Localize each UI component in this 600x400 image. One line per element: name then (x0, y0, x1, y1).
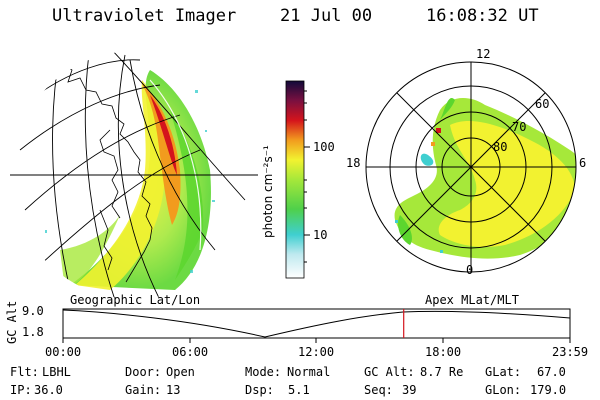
lat-label-80: 80 (493, 140, 508, 154)
gcalt-value: 8.7 Re (420, 365, 464, 379)
xtick-0000: 00:00 (45, 345, 82, 359)
gain-value: 13 (166, 383, 181, 397)
colorbar-label: photon cm⁻²s⁻¹ (261, 145, 275, 238)
xtick-1800: 18:00 (425, 345, 462, 359)
lat-label-60: 60 (535, 97, 550, 111)
geographic-panel (19, 51, 246, 299)
altitude-curve (62, 309, 571, 338)
colorbar-tick-10: 10 (313, 228, 328, 242)
instrument-title: Ultraviolet Imager (52, 6, 237, 26)
glat-label: GLat: (485, 365, 522, 379)
glon-value: 179.0 (530, 383, 567, 397)
xtick-1200: 12:00 (298, 345, 335, 359)
coastline (59, 61, 153, 283)
seq-value: 39 (402, 383, 417, 397)
lat-label-70: 70 (512, 120, 527, 134)
door-value: Open (166, 365, 195, 379)
mode-label: Mode: (245, 365, 282, 379)
altitude-ytick-min: 1.8 (22, 325, 44, 339)
colorbar (285, 80, 305, 279)
dsp-label: Dsp: (245, 383, 274, 397)
seq-label: Seq: (364, 383, 393, 397)
mlt-label-6: 6 (579, 156, 587, 170)
flt-value: LBHL (42, 365, 71, 379)
ip-value: 36.0 (34, 383, 63, 397)
flt-label: Flt: (10, 365, 39, 379)
time-label: 16:08:32 UT (426, 6, 539, 26)
mode-value: Normal (287, 365, 331, 379)
apex-caption: Apex MLat/MLT (425, 293, 519, 307)
date-label: 21 Jul 00 (280, 6, 373, 26)
altitude-ytick-max: 9.0 (22, 304, 44, 318)
gain-label: Gain: (125, 383, 162, 397)
glat-value: 67.0 (537, 365, 566, 379)
xtick-0600: 06:00 (172, 345, 209, 359)
xtick-2359: 23:59 (552, 345, 589, 359)
mlt-label-12: 12 (476, 47, 491, 61)
altitude-plot (62, 308, 571, 343)
geographic-caption: Geographic Lat/Lon (70, 293, 201, 307)
colorbar-tick-100: 100 (313, 140, 335, 154)
altitude-ylabel: GC Alt (5, 300, 19, 344)
gcalt-label: GC Alt: (364, 365, 415, 379)
mlt-label-18: 18 (346, 156, 361, 170)
ip-label: IP: (10, 383, 32, 397)
door-label: Door: (125, 365, 162, 379)
glon-label: GLon: (485, 383, 522, 397)
polar-panel (365, 61, 577, 273)
dsp-value: 5.1 (288, 383, 310, 397)
mlt-label-0: 0 (466, 263, 474, 277)
